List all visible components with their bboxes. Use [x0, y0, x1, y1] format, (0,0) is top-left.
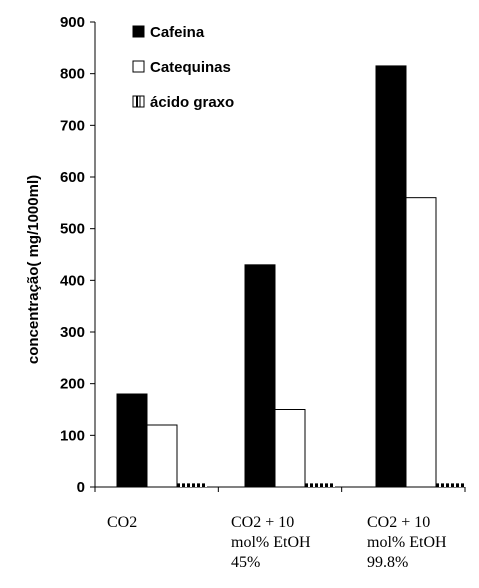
legend-swatch-outline [132, 60, 145, 73]
x-category-label: CO2 [107, 514, 137, 531]
x-axis: CO2 CO2 + 10 mol% EtOH 45% CO2 + 10 mol% EtOH… [94, 486, 466, 571]
bar-0-0 [116, 393, 148, 488]
x-category-label: mol% EtOH [231, 534, 311, 551]
legend-label: Cafeina [150, 24, 205, 41]
bars [116, 65, 466, 488]
y-tick-label: 100 [60, 427, 85, 444]
legend-swatch-dashed [132, 95, 145, 108]
bar-1-2 [405, 197, 437, 488]
y-tick-label: 800 [60, 66, 85, 83]
bar-0-1 [244, 264, 276, 488]
y-tick-label: 400 [60, 272, 85, 289]
x-category-label: 99.8% [367, 554, 408, 571]
legend-swatch-solid [132, 25, 145, 38]
y-axis-label: concentração( mg/1000ml) [25, 175, 42, 364]
bar-0-2 [375, 65, 407, 488]
y-tick-label: 700 [60, 117, 85, 134]
x-category-label: CO2 + 10 [231, 514, 294, 531]
y-tick-label: 200 [60, 376, 85, 393]
y-tick-label: 300 [60, 324, 85, 341]
legend-label: ácido graxo [150, 94, 234, 111]
legend-label: Catequinas [150, 59, 231, 76]
bar-2-2 [436, 483, 466, 487]
y-axis: 0 100 200 300 400 500 600 700 800 900 [60, 14, 96, 496]
y-tick-label: 600 [60, 169, 85, 186]
bar-2-0 [177, 483, 207, 487]
bar-1-0 [146, 424, 178, 488]
y-tick-label: 900 [60, 14, 85, 31]
legend: Cafeina Catequinas ácido graxo [132, 24, 234, 111]
bar-2-1 [305, 483, 335, 487]
bar-1-1 [274, 409, 306, 488]
y-tick-label: 0 [77, 479, 85, 496]
x-category-label: 45% [231, 554, 260, 571]
y-tick-label: 500 [60, 221, 85, 238]
x-category-label: CO2 + 10 [367, 514, 430, 531]
x-category-label: mol% EtOH [367, 534, 447, 551]
